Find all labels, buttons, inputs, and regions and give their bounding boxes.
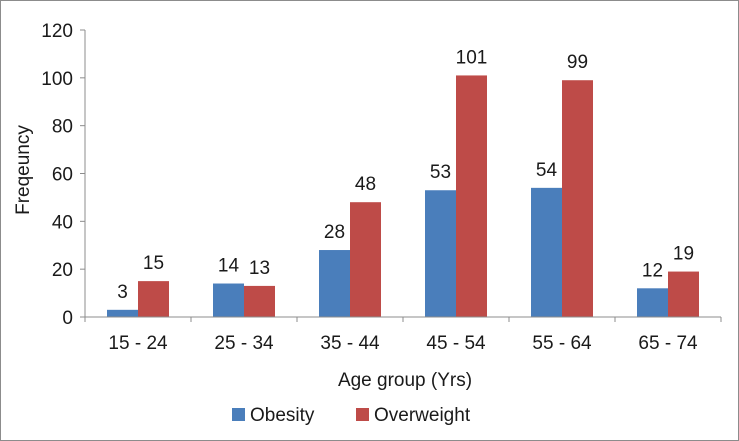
- bar-obesity: [319, 250, 350, 317]
- y-tick-label: 100: [41, 69, 73, 90]
- bar-overweight: [562, 80, 593, 317]
- bar-obesity: [213, 283, 244, 317]
- bar-obesity: [425, 190, 456, 317]
- y-tick-label: 60: [52, 165, 73, 186]
- x-tick-label: 45 - 54: [426, 333, 486, 354]
- y-tick-label: 20: [52, 260, 73, 281]
- data-label: 28: [324, 222, 345, 243]
- x-axis-title: Age group (Yrs): [338, 370, 472, 391]
- bar-overweight: [668, 271, 699, 317]
- y-tick-label: 40: [52, 212, 73, 233]
- x-tick-label: 25 - 34: [214, 333, 274, 354]
- data-label: 53: [430, 162, 451, 183]
- y-axis-title: Freqeuncy: [13, 125, 34, 215]
- y-axis-ticks: 0 20 40 60 80 100 120: [41, 21, 85, 329]
- y-tick-label: 80: [52, 117, 73, 138]
- legend-swatch-obesity: [232, 408, 245, 421]
- y-tick-label: 0: [62, 308, 73, 329]
- data-label: 3: [117, 282, 128, 303]
- x-tick-label: 55 - 64: [532, 333, 592, 354]
- data-label: 99: [567, 52, 588, 73]
- data-label: 19: [673, 244, 694, 265]
- data-label: 14: [218, 256, 240, 277]
- data-label: 15: [143, 253, 164, 274]
- x-tick-label: 15 - 24: [108, 333, 168, 354]
- x-axis-ticks: 15 - 24 25 - 34 35 - 44 45 - 54 55 - 64 65 - …: [84, 317, 722, 354]
- x-tick-label: 35 - 44: [320, 333, 380, 354]
- bar-overweight: [456, 75, 487, 317]
- data-label: 54: [536, 160, 558, 181]
- legend: Obesity Overweight: [232, 405, 471, 426]
- legend-swatch-overweight: [356, 408, 369, 421]
- y-tick-label: 120: [41, 21, 73, 42]
- x-tick-label: 65 - 74: [638, 333, 698, 354]
- bar-obesity: [531, 187, 562, 317]
- bar-overweight: [350, 202, 381, 317]
- data-labels: 3 14 28 53 54 12 15 13 48 101 99 19: [117, 47, 694, 302]
- legend-label-obesity: Obesity: [250, 405, 315, 426]
- data-label: 48: [355, 174, 376, 195]
- data-label: 101: [456, 47, 488, 68]
- bar-obesity: [637, 288, 668, 317]
- bar-overweight: [138, 281, 169, 317]
- bars: [107, 75, 699, 317]
- data-label: 12: [642, 260, 663, 281]
- legend-label-overweight: Overweight: [374, 405, 471, 426]
- bar-overweight: [244, 285, 275, 317]
- data-label: 13: [249, 258, 270, 279]
- bar-obesity: [107, 309, 138, 317]
